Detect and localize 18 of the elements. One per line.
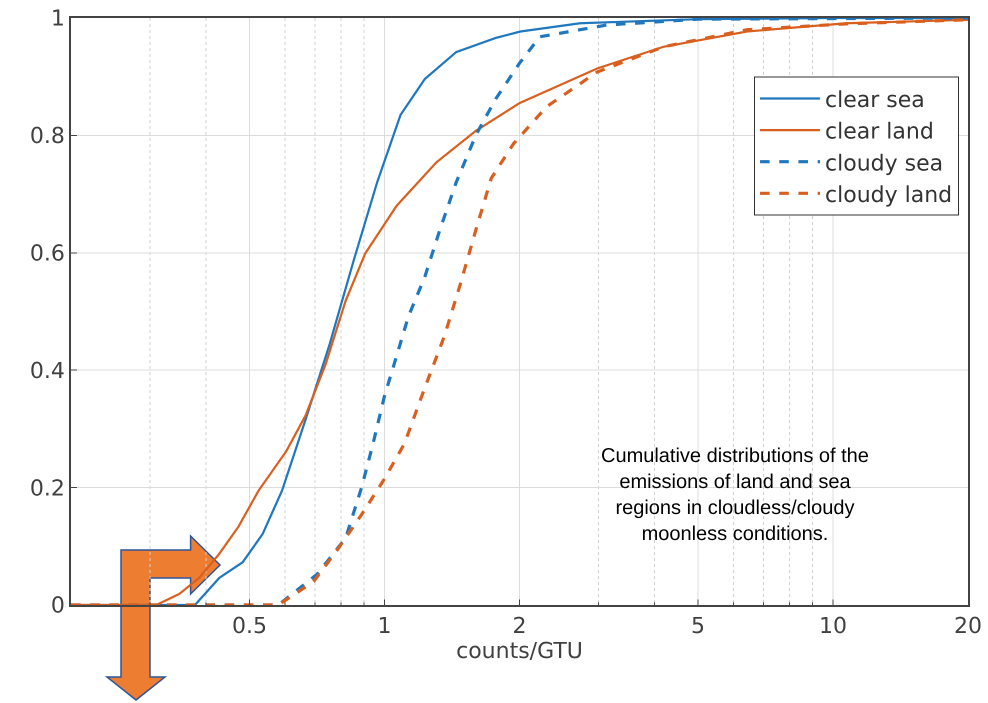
y-tick-label: 0.2 bbox=[30, 476, 65, 502]
legend-label: clear sea bbox=[825, 88, 925, 114]
y-tick-label: 0.6 bbox=[30, 242, 65, 266]
annotation: Cumulative distributions of the emissions of land and sea regions in cloudless/cloudy moonless conditions. bbox=[601, 445, 869, 545]
y-tick-label: 0.8 bbox=[30, 124, 65, 150]
x-tick-label: 10 bbox=[818, 614, 847, 640]
y-tick-label: 1 bbox=[50, 6, 65, 32]
y-tick-label: 0 bbox=[50, 594, 65, 619]
x-tick-label: 5 bbox=[690, 614, 705, 640]
x-tick-label: 1 bbox=[377, 614, 392, 640]
y-tick-label: 0.4 bbox=[30, 358, 65, 384]
x-axis-title: counts/GTU bbox=[456, 639, 583, 664]
x-tick-label: 2 bbox=[512, 614, 526, 640]
x-tick-label: 0.5 bbox=[232, 614, 267, 640]
legend-label: clear land bbox=[825, 120, 934, 145]
legend-label: cloudy land bbox=[825, 182, 952, 208]
x-tick-label: 20 bbox=[954, 614, 982, 640]
legend-label: cloudy sea bbox=[825, 151, 944, 176]
